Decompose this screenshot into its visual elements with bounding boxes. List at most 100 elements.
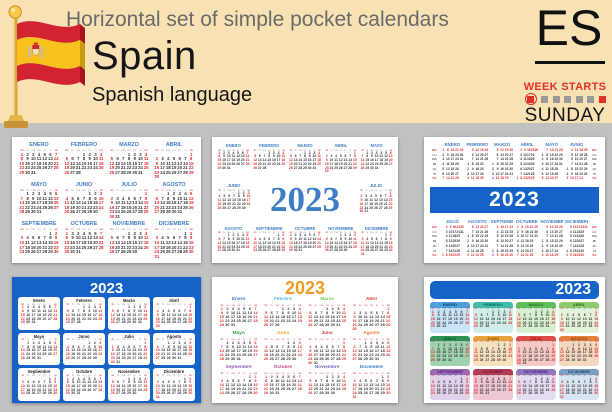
day-cell: 12 — [459, 346, 464, 351]
day-cell: 24 — [276, 161, 281, 166]
day-cell: 17 — [253, 244, 258, 249]
day-cell: 19 — [171, 165, 177, 171]
month-junio: JUNIO 4 11 18 25 5 12 19 26 6 13 20 27 7 14 21 28 1 8 15 22 2… — [565, 142, 588, 181]
day-cell: 12 — [253, 158, 258, 163]
day-cell: 9 — [370, 343, 373, 349]
day-cell: 6 — [258, 154, 261, 159]
day-cell: 31 — [76, 391, 81, 396]
day-cell: 7 — [520, 171, 523, 176]
weekday-label: mi — [37, 302, 41, 306]
day-cell: 4 — [162, 380, 165, 385]
weekday-label: sá — [189, 227, 193, 232]
day-cell: 13 — [227, 198, 232, 203]
day-cell: 12 — [307, 237, 312, 242]
month-junio: JUNIO do lu ma mi ju vi sá 1 2 3 4 5 6 7 8 9 10 11 12 13 14 15… — [64, 182, 104, 221]
day-cell: 24 — [430, 391, 435, 396]
day-cell: 17 — [450, 157, 455, 162]
weekday-label: DO — [592, 148, 597, 152]
day-cell: 13 — [313, 381, 319, 387]
day-cell: 18 — [379, 158, 384, 163]
day-cell: 1 — [289, 233, 292, 238]
days-grid: 1 2 3 4 5 6 7 8 9 10 11 12 13 14 15 16 17 18 19 20 21 22 23 24 2… — [19, 231, 59, 255]
day-cell: 5 — [189, 341, 192, 346]
weekday-label: lu — [523, 340, 526, 344]
weekday-label: JU — [592, 243, 597, 248]
day-cell: 23 — [465, 387, 470, 392]
weekday-label: ju — [133, 302, 136, 306]
day-cell: 28 — [528, 391, 533, 396]
day-cell: 18 — [182, 200, 188, 206]
day-cell: 23 — [171, 352, 176, 357]
day-cell: 1 — [20, 151, 24, 157]
day-cell: 4 — [569, 229, 572, 234]
weekday-label: mi — [237, 371, 241, 375]
weekday-label: do — [253, 148, 257, 152]
day-cell: 20 — [247, 313, 252, 319]
weekday-label: ju — [331, 337, 334, 341]
days-grid: 1 2 3 4 5 6 7 8 9 10 11 12 13 14 15 16 17 18 19 20 21 22 23 24 2… — [20, 341, 58, 361]
days-grid: 2 9 16 23 30 3 10 17 24 4 11 18 25 5 12 19 26 6 13 20 27 7 14 2… — [515, 148, 538, 181]
day-cell: 12 — [110, 384, 115, 389]
day-cell: 14 — [545, 350, 550, 355]
day-cell: 29 — [20, 320, 25, 325]
day-cell: 1 — [21, 305, 24, 310]
day-cell: 1 — [167, 341, 170, 346]
day-square-icon — [564, 95, 571, 103]
day-cell: 5 — [309, 309, 312, 315]
weekday-label: mi — [82, 338, 86, 342]
day-cell: 2 — [517, 346, 520, 351]
day-cell: 2 — [282, 233, 285, 238]
day-cell: 21 — [526, 171, 531, 176]
day-cell: 4 — [144, 151, 148, 157]
weekday-label: do — [264, 337, 268, 341]
day-cell: 19 — [230, 385, 236, 391]
weekday-label: SA — [432, 253, 437, 258]
day-cell: 17 — [276, 158, 281, 163]
day-cell: 5 — [516, 243, 519, 248]
day-cell: 26 — [30, 249, 36, 255]
day-cell: 27 — [116, 320, 121, 325]
day-cell: 2 — [566, 171, 569, 176]
day-cell: 12 — [165, 240, 171, 246]
day-cell: 1 — [387, 305, 390, 311]
month-name: ABRIL — [520, 142, 534, 147]
day-cell: 23 — [436, 320, 441, 325]
day-cell: 1 — [66, 376, 69, 381]
day-cell: 19 — [577, 320, 581, 325]
day-cell: 17 — [508, 350, 513, 355]
day-cell: 20 — [459, 316, 464, 321]
day-cell: 1 — [218, 150, 221, 155]
day-cell: 17 — [360, 244, 365, 249]
weekday-label: mi — [37, 373, 41, 377]
day-cell: 27 — [47, 165, 53, 171]
day-cell: 7 — [99, 230, 103, 236]
day-cell: 11 — [523, 157, 527, 162]
days-grid: 5 12 19 26 6 13 20 27 7 14 21 28 1 8 15 22 29 2 9 16 23 30 3 10… — [540, 225, 563, 258]
day-cell: 21 — [262, 161, 267, 166]
day-cell: 21 — [479, 229, 484, 234]
day-cell: 16 — [352, 317, 357, 323]
day-cell: 17 — [485, 383, 490, 388]
day-cell: 10 — [246, 194, 251, 199]
day-cell: 7 — [359, 343, 362, 349]
day-cell: 7 — [77, 309, 80, 314]
day-cell: 18 — [42, 200, 48, 206]
month-marzo: MARZO do lu ma mi ju vi sá 1 2 3 4 5 6 7 8 9 10 11 12 13 14 15… — [289, 143, 322, 174]
day-cell: 28 — [53, 316, 58, 321]
day-cell: 21 — [271, 244, 276, 249]
day-cell: 24 — [554, 248, 559, 253]
day-cell: 2 — [503, 343, 506, 348]
day-cell: 14 — [177, 384, 182, 389]
day-cell: 5 — [467, 253, 470, 258]
weekday-label: lu — [523, 373, 526, 377]
day-cell: 24 — [348, 244, 353, 249]
day-cell: 28 — [98, 387, 103, 392]
day-cell: 27 — [53, 352, 58, 357]
weekday-label: sá — [53, 338, 57, 342]
day-cell: 28 — [374, 389, 380, 395]
weekday-label: ma — [442, 340, 446, 344]
day-cell: 24 — [508, 354, 513, 359]
day-cell: 7 — [82, 195, 86, 201]
day-cell: 12 — [534, 350, 538, 355]
day-cell: 22 — [579, 166, 583, 171]
